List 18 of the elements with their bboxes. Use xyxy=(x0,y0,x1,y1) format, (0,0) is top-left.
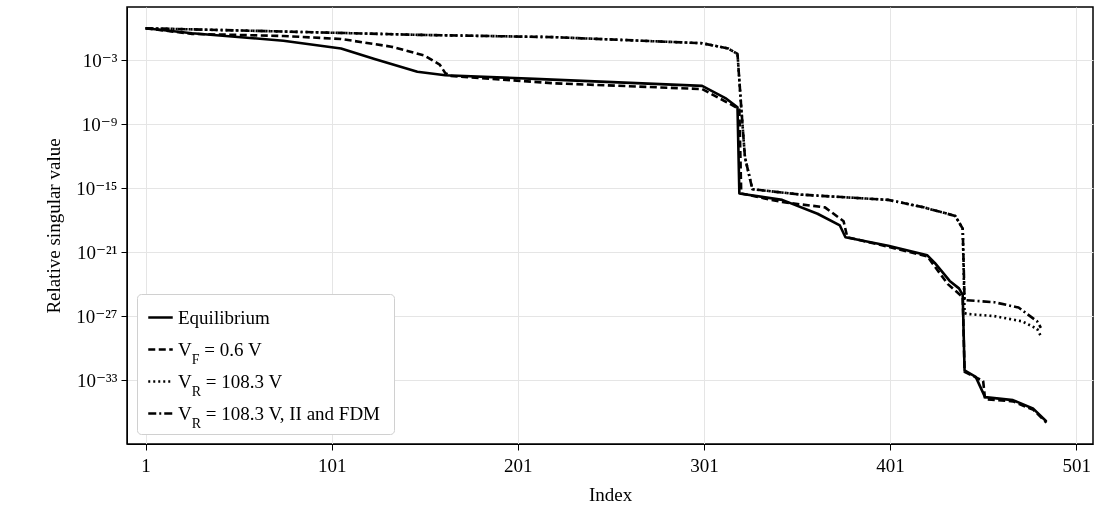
x-tick-label: 201 xyxy=(504,454,533,476)
legend-label: V$_{R}$ = 108.3 V, II and FDM xyxy=(178,402,381,430)
y-axis-title: Relative singular value xyxy=(43,138,65,314)
x-tick-label: 101 xyxy=(317,454,347,476)
y-tick-label: 10⁻³³ xyxy=(77,369,118,391)
x-tick-label: 401 xyxy=(876,454,905,476)
y-tick-label: 10⁻⁹ xyxy=(81,113,118,135)
legend-label: V$_{R}$ = 108.3 V xyxy=(178,370,283,398)
y-tick-label: 10⁻³ xyxy=(82,49,118,71)
y-tick-label: 10⁻¹⁵ xyxy=(76,177,118,199)
legend-label: V$_{F}$ = 0.6 V xyxy=(178,338,262,366)
x-tick-label: 501 xyxy=(1062,454,1091,476)
x-tick-label: 301 xyxy=(690,454,719,476)
y-tick-label: 10⁻²⁷ xyxy=(76,305,118,327)
x-axis-title: Index xyxy=(588,483,633,505)
x-tick-label: 1 xyxy=(141,454,151,476)
legend-label: Equilibrium xyxy=(178,306,271,328)
y-tick-label: 10⁻²¹ xyxy=(77,241,118,263)
